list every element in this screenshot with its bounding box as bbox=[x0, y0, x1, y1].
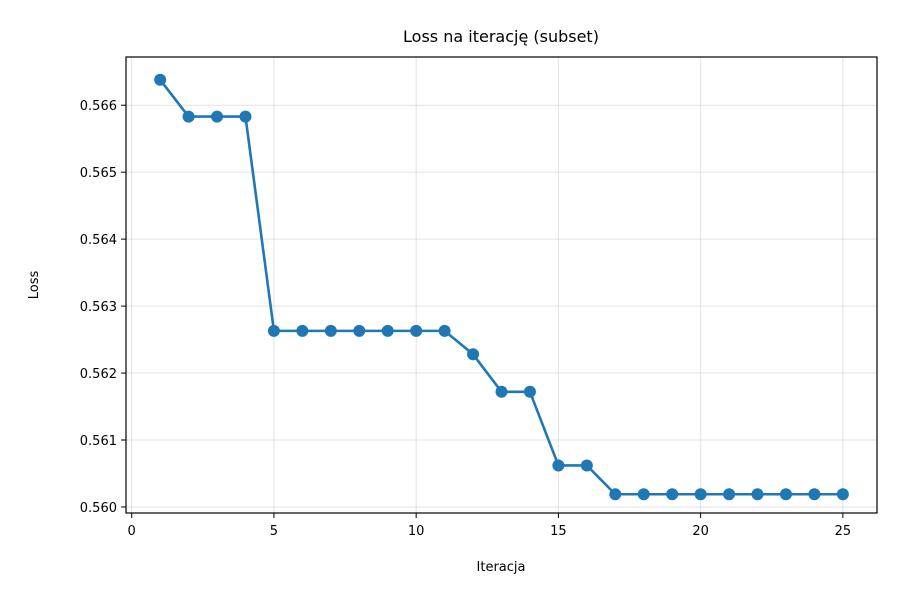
data-point bbox=[609, 488, 622, 501]
data-point bbox=[495, 385, 508, 398]
x-tick-label: 0 bbox=[128, 524, 136, 539]
data-point bbox=[438, 324, 451, 337]
y-tick-label: 0.560 bbox=[80, 501, 117, 516]
data-point bbox=[523, 385, 536, 398]
grid bbox=[126, 57, 877, 513]
y-axis-label: Loss bbox=[27, 271, 42, 300]
data-point bbox=[467, 348, 480, 361]
series-layer bbox=[154, 73, 849, 501]
data-point bbox=[552, 459, 565, 472]
y-tick-label: 0.565 bbox=[80, 166, 117, 181]
data-point bbox=[182, 110, 195, 123]
x-axis: 0 5 10 15 20 25 bbox=[128, 513, 852, 539]
y-axis: 0.560 0.561 0.562 0.563 0.564 0.565 0.566 bbox=[80, 99, 126, 516]
y-tick-label: 0.564 bbox=[80, 233, 117, 248]
data-point bbox=[808, 488, 821, 501]
data-point bbox=[211, 110, 224, 123]
data-point bbox=[296, 324, 309, 337]
y-tick-label: 0.561 bbox=[80, 434, 117, 449]
data-point bbox=[267, 324, 280, 337]
y-tick-label: 0.566 bbox=[80, 99, 117, 114]
data-point bbox=[239, 110, 252, 123]
data-point bbox=[580, 459, 593, 472]
y-tick-label: 0.563 bbox=[80, 300, 117, 315]
x-tick-label: 5 bbox=[270, 524, 278, 539]
x-axis-label: Iteracja bbox=[477, 560, 526, 575]
data-point bbox=[410, 324, 423, 337]
chart-title: Loss na iterację (subset) bbox=[403, 27, 599, 46]
data-point bbox=[723, 488, 736, 501]
x-tick-label: 15 bbox=[550, 524, 567, 539]
data-point bbox=[324, 324, 337, 337]
data-point bbox=[637, 488, 650, 501]
plot-area-frame bbox=[125, 56, 878, 514]
y-tick-label: 0.562 bbox=[80, 367, 117, 382]
data-point bbox=[779, 488, 792, 501]
x-tick-label: 10 bbox=[408, 524, 425, 539]
data-point bbox=[154, 73, 167, 86]
data-point bbox=[751, 488, 764, 501]
data-point bbox=[353, 324, 366, 337]
data-point bbox=[666, 488, 679, 501]
data-point bbox=[836, 488, 849, 501]
series-line bbox=[158, 78, 845, 496]
data-point bbox=[694, 488, 707, 501]
x-tick-label: 25 bbox=[835, 524, 852, 539]
x-tick-label: 20 bbox=[692, 524, 709, 539]
data-point bbox=[381, 324, 394, 337]
